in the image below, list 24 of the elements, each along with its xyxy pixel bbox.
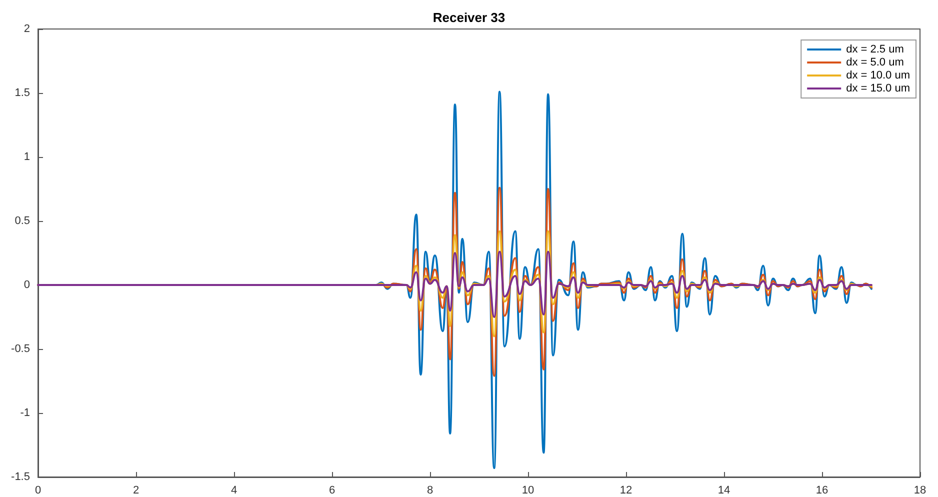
x-tick-label: 8 <box>426 484 434 496</box>
y-tick-label: 1 <box>24 151 30 163</box>
x-tick-label: 6 <box>328 484 336 496</box>
x-tick-label: 4 <box>230 484 238 496</box>
legend-label: dx = 5.0 um <box>846 56 904 68</box>
chart-title: Receiver 33 <box>432 10 506 25</box>
x-tick-label: 18 <box>914 484 926 496</box>
y-tick-label: 0.5 <box>14 215 30 227</box>
legend-label: dx = 15.0 um <box>846 82 910 94</box>
x-tick-label: 0 <box>34 484 42 496</box>
x-tick-label: 16 <box>816 484 828 496</box>
y-tick-label: -0.5 <box>11 343 30 355</box>
x-tick-label: 12 <box>620 484 632 496</box>
legend-label: dx = 10.0 um <box>846 70 910 82</box>
y-tick-label: 1.5 <box>14 87 30 99</box>
y-tick-label: 2 <box>24 23 30 35</box>
y-tick-label: 0 <box>24 279 30 291</box>
line-series <box>37 250 872 318</box>
y-tick-label: -1 <box>20 407 30 419</box>
x-tick-label: 14 <box>718 484 730 496</box>
y-tick-label: -1.5 <box>11 471 30 483</box>
x-tick-label: 10 <box>522 484 534 496</box>
x-tick-label: 2 <box>132 484 140 496</box>
legend-label: dx = 2.5 um <box>846 44 904 56</box>
